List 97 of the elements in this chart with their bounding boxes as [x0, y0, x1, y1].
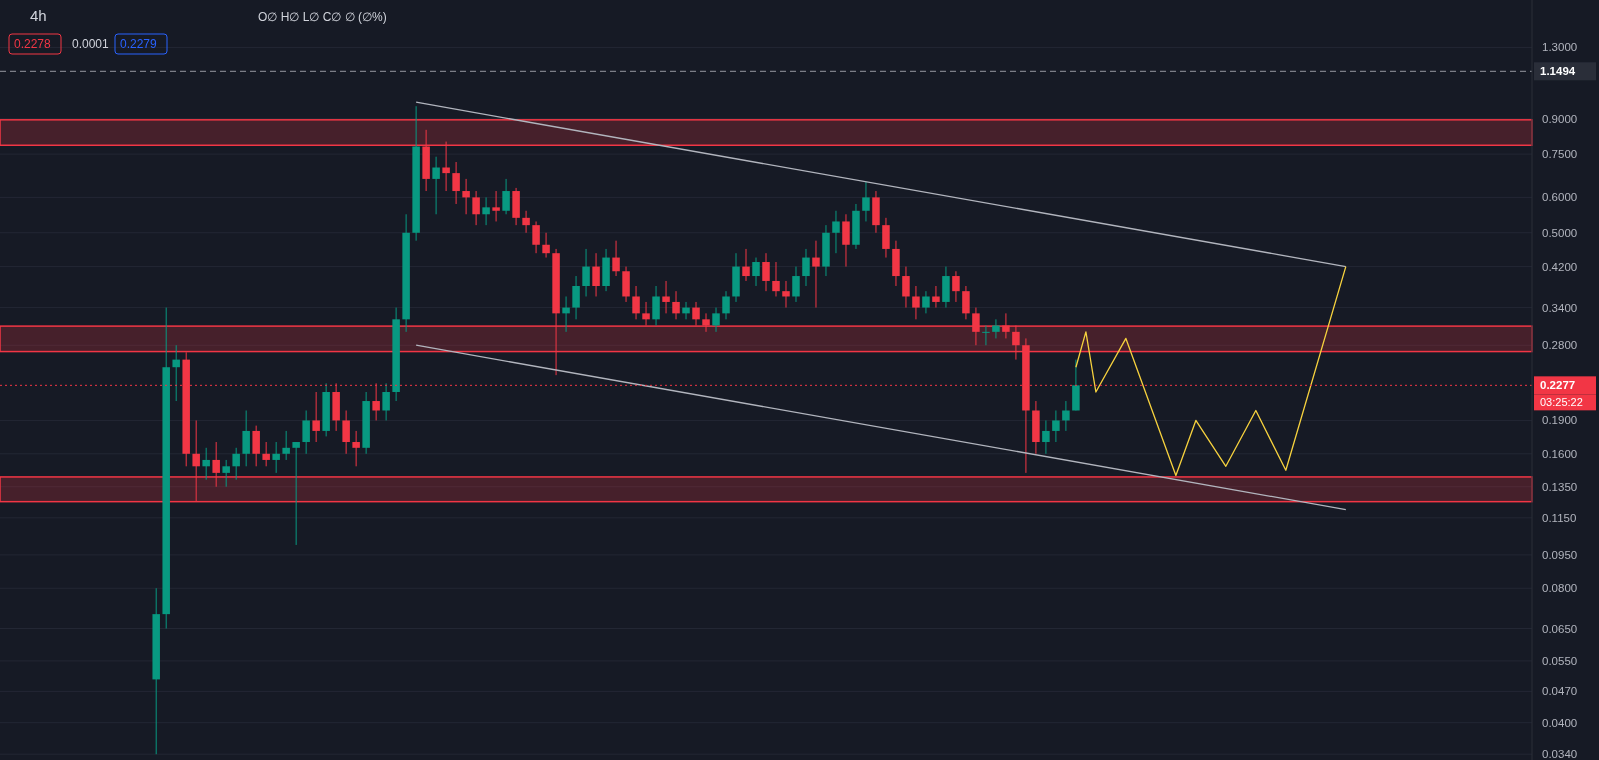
- candlestick: [302, 410, 310, 455]
- candlestick: [292, 441, 300, 546]
- y-tick-label: 0.5000: [1542, 226, 1578, 239]
- ref-line-label: 0.2277: [1540, 379, 1576, 392]
- text: 4h: [30, 7, 47, 24]
- y-tick-label: 0.0650: [1542, 622, 1578, 635]
- annotation: O∅ H∅ L∅ C∅ ∅ (∅%): [258, 10, 387, 24]
- candlestick: [902, 266, 910, 309]
- line-series: [1075, 265, 1347, 477]
- ref-line-label: 1.1494: [1540, 65, 1576, 78]
- candlestick: [252, 425, 260, 467]
- candlestick: [502, 178, 510, 215]
- y-tick-label: 0.0340: [1542, 748, 1578, 760]
- candlestick: [1012, 324, 1020, 361]
- candlestick: [592, 252, 600, 297]
- y-tick-label: 0.0550: [1542, 654, 1578, 667]
- candlestick: [1042, 419, 1050, 455]
- candlestick: [752, 257, 760, 287]
- text: 03:25:22: [1540, 396, 1583, 409]
- candlestick: [232, 447, 240, 481]
- candlestick: [242, 410, 250, 467]
- candlestick: [952, 270, 960, 303]
- candlestick: [722, 290, 730, 320]
- candlestick: [932, 285, 940, 309]
- annotation: 0.2278: [14, 37, 52, 51]
- y-tick-label: 0.6000: [1542, 191, 1578, 204]
- y-tick-label: 0.1600: [1542, 447, 1578, 460]
- annotation: 0.0001: [72, 37, 110, 51]
- candlestick: [802, 248, 810, 287]
- candlestick: [1062, 400, 1070, 432]
- candlestick: [652, 285, 660, 326]
- candlestick: [442, 141, 450, 192]
- candlestick: [662, 280, 670, 314]
- y-tick-label: 0.2800: [1542, 339, 1578, 352]
- annotation: 0.2279: [120, 37, 158, 51]
- candlestick: [272, 441, 280, 474]
- candlestick: [632, 285, 640, 320]
- candlestick: [842, 213, 850, 268]
- candlestick: [772, 261, 780, 297]
- candlestick: [672, 290, 680, 320]
- candlestick: [682, 301, 690, 320]
- candlestick: [1052, 410, 1060, 443]
- y-tick-label: 0.1350: [1542, 480, 1578, 493]
- candlestick: [572, 275, 580, 320]
- candlestick: [532, 220, 540, 254]
- candlestick: [492, 190, 500, 222]
- y-tick-label: 0.1150: [1542, 511, 1577, 524]
- candlestick: [642, 301, 650, 326]
- candlestick: [1002, 312, 1010, 339]
- candlestick: [762, 252, 770, 292]
- y-tick-label: 0.0400: [1542, 716, 1578, 729]
- y-tick-label: 0.0950: [1542, 548, 1578, 561]
- candlestick: [562, 295, 570, 333]
- y-tick-label: 0.0800: [1542, 582, 1578, 595]
- candlestick: [742, 248, 750, 282]
- candlestick: [862, 181, 870, 222]
- candlestick: [992, 318, 1000, 339]
- candlestick: [212, 441, 220, 488]
- candlestick: [352, 430, 360, 467]
- y-tick-label: 1.3000: [1542, 41, 1578, 54]
- candlestick: [832, 210, 840, 254]
- candlestick: [172, 344, 180, 402]
- y-tick-label: 0.4200: [1542, 260, 1578, 273]
- candlestick: [202, 447, 210, 481]
- candlestick: [472, 190, 480, 226]
- candlestick: [432, 156, 440, 215]
- candlestick: [882, 217, 890, 259]
- candlestick: [542, 232, 550, 259]
- y-tick-label: 0.9000: [1542, 112, 1578, 125]
- candlestick: [702, 312, 710, 333]
- candlestick: [582, 248, 590, 297]
- candlestick: [482, 196, 490, 226]
- candlestick: [462, 178, 470, 215]
- candlestick: [962, 285, 970, 320]
- candlestick: [782, 280, 790, 309]
- candlestick: [192, 419, 200, 503]
- candlestick: [342, 410, 350, 455]
- candlestick: [692, 301, 700, 326]
- candlestick: [912, 285, 920, 320]
- candlestick: [792, 266, 800, 303]
- y-tick-label: 0.3400: [1542, 301, 1578, 314]
- candlestick: [222, 459, 230, 488]
- candlestick: [312, 391, 320, 443]
- y-tick-label: 0.1900: [1542, 414, 1578, 427]
- y-tick-label: 0.0470: [1542, 685, 1578, 698]
- candlestick: [382, 382, 390, 421]
- candlestick: [972, 307, 980, 346]
- candlestick: [522, 210, 530, 234]
- candlestick: [712, 307, 720, 333]
- y-tick-label: 0.7500: [1542, 148, 1578, 161]
- candlestick: [922, 290, 930, 314]
- candlestick: [612, 240, 620, 277]
- candlestick: [452, 161, 460, 205]
- candlestick: [812, 240, 820, 309]
- candlestick: [262, 441, 270, 467]
- candlestick: [282, 430, 290, 461]
- candlestick: [982, 324, 990, 346]
